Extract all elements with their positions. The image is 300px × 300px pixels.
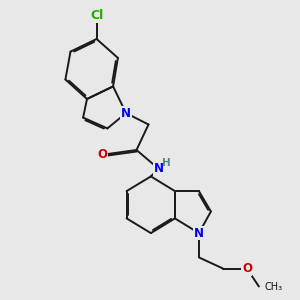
- Text: O: O: [98, 148, 108, 161]
- Text: Cl: Cl: [90, 9, 103, 22]
- Text: N: N: [153, 162, 164, 175]
- Text: O: O: [242, 262, 252, 275]
- Text: H: H: [162, 158, 171, 168]
- Text: CH₃: CH₃: [264, 281, 282, 292]
- Text: N: N: [194, 226, 204, 240]
- Text: N: N: [121, 106, 131, 120]
